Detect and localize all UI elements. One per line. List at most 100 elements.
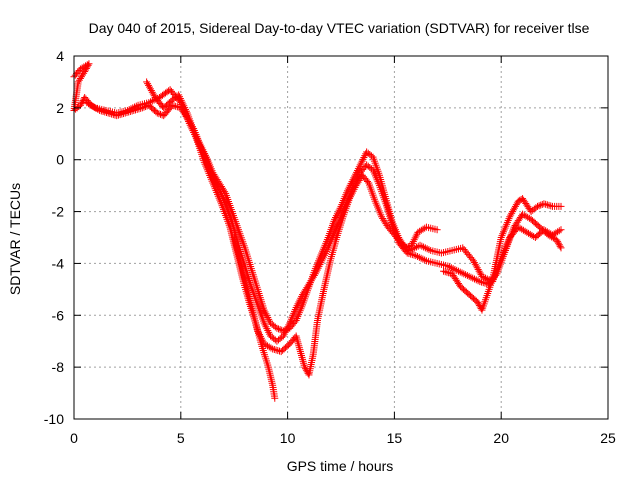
chart-title: Day 040 of 2015, Sidereal Day-to-day VTE… bbox=[89, 20, 590, 36]
data-points bbox=[70, 60, 565, 402]
data-point bbox=[540, 200, 548, 208]
data-point bbox=[419, 255, 427, 263]
data-point bbox=[273, 324, 281, 332]
data-point bbox=[272, 346, 280, 354]
data-point bbox=[557, 244, 565, 252]
data-point bbox=[444, 262, 452, 270]
data-point bbox=[557, 226, 565, 234]
data-point bbox=[416, 241, 424, 249]
data-point bbox=[458, 269, 466, 277]
data-point bbox=[77, 100, 85, 108]
data-point bbox=[414, 253, 422, 261]
series-arc-e bbox=[440, 195, 565, 314]
data-point bbox=[482, 274, 490, 282]
data-point bbox=[425, 246, 433, 254]
data-point bbox=[267, 344, 275, 352]
data-point bbox=[534, 202, 542, 210]
data-point bbox=[75, 76, 83, 84]
data-point bbox=[408, 251, 416, 259]
x-axis-label: GPS time / hours bbox=[287, 458, 394, 474]
data-point bbox=[131, 103, 139, 111]
data-point bbox=[463, 272, 471, 280]
data-point bbox=[555, 227, 563, 235]
data-point bbox=[418, 242, 426, 250]
data-point bbox=[176, 95, 184, 103]
data-point bbox=[410, 251, 418, 259]
data-point bbox=[155, 110, 163, 118]
data-point bbox=[554, 238, 562, 246]
data-point bbox=[145, 99, 153, 107]
data-point bbox=[269, 345, 277, 353]
data-point bbox=[175, 91, 183, 99]
data-point bbox=[445, 269, 453, 277]
data-point bbox=[555, 241, 563, 249]
data-point bbox=[177, 96, 185, 104]
data-point bbox=[407, 246, 415, 254]
data-point bbox=[82, 64, 90, 72]
data-point bbox=[78, 98, 86, 106]
data-point bbox=[310, 272, 318, 280]
data-point bbox=[465, 272, 473, 280]
data-point bbox=[421, 256, 429, 264]
data-point bbox=[547, 202, 555, 210]
data-point bbox=[543, 201, 551, 209]
data-point bbox=[417, 254, 425, 262]
data-point bbox=[153, 109, 161, 117]
data-point bbox=[449, 265, 457, 273]
x-tick-label: 0 bbox=[70, 430, 78, 446]
data-point bbox=[301, 363, 309, 371]
data-point bbox=[411, 244, 419, 252]
data-point bbox=[556, 242, 564, 250]
data-point bbox=[147, 98, 155, 106]
x-tick-label: 15 bbox=[387, 430, 403, 446]
data-point bbox=[84, 61, 92, 69]
data-point bbox=[275, 347, 283, 355]
series-arc-d bbox=[230, 171, 565, 379]
data-point bbox=[181, 105, 189, 113]
data-point bbox=[276, 326, 284, 334]
data-point bbox=[176, 93, 184, 101]
data-point bbox=[446, 263, 454, 271]
data-point bbox=[170, 102, 178, 110]
data-point bbox=[545, 201, 553, 209]
data-point bbox=[270, 346, 278, 354]
data-point bbox=[469, 274, 477, 282]
data-point bbox=[443, 268, 451, 276]
data-point bbox=[542, 200, 550, 208]
axes: 0 5 10 15 20 25 -10 -8 -6 -4 -2 0 2 4 bbox=[44, 48, 616, 446]
y-tick-label: -8 bbox=[52, 359, 65, 375]
data-point bbox=[165, 87, 173, 95]
data-point bbox=[412, 252, 420, 260]
data-point bbox=[537, 201, 545, 209]
data-point bbox=[451, 265, 459, 273]
data-point bbox=[557, 202, 565, 210]
x-tick-label: 20 bbox=[493, 430, 509, 446]
data-point bbox=[179, 100, 187, 108]
data-point bbox=[456, 268, 464, 276]
data-point bbox=[291, 318, 299, 326]
data-point bbox=[181, 104, 189, 112]
y-tick-label: -6 bbox=[52, 307, 65, 323]
data-point bbox=[474, 298, 482, 306]
plot-frame bbox=[73, 55, 609, 420]
data-point bbox=[433, 226, 441, 234]
data-point bbox=[412, 243, 420, 251]
grid bbox=[74, 56, 608, 419]
x-tick-label: 25 bbox=[600, 430, 616, 446]
data-point bbox=[132, 102, 140, 110]
data-point bbox=[447, 264, 455, 272]
data-point bbox=[409, 245, 417, 253]
data-point bbox=[423, 245, 431, 253]
data-point bbox=[483, 280, 491, 288]
data-point bbox=[462, 271, 470, 279]
data-point bbox=[420, 243, 428, 251]
data-point bbox=[90, 103, 98, 111]
data-point bbox=[478, 272, 486, 280]
data-point bbox=[514, 197, 522, 205]
data-point bbox=[219, 193, 227, 201]
data-point bbox=[127, 105, 135, 113]
data-point bbox=[460, 270, 468, 278]
data-point bbox=[172, 102, 180, 110]
data-point bbox=[476, 278, 484, 286]
